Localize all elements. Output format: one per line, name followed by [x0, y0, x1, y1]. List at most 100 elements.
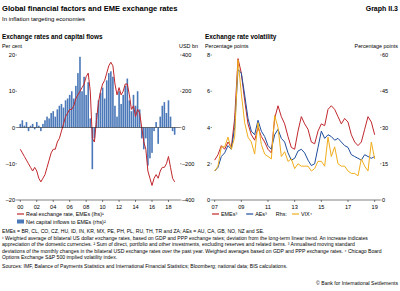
- bar: [54, 117, 56, 128]
- bar: [151, 128, 153, 153]
- y2-tick-label: 0: [182, 125, 185, 131]
- bar: [155, 122, 157, 127]
- plot-area: [215, 59, 375, 176]
- x-tick: [214, 200, 215, 202]
- y2-tick-label: 15: [382, 161, 388, 167]
- x-axis: [212, 200, 380, 201]
- x-tick-label: 16: [149, 204, 155, 210]
- legend-swatch: [292, 213, 299, 214]
- y-tick-label: 6: [207, 88, 210, 94]
- x-tick: [102, 200, 103, 202]
- x-tick-label: 06: [67, 204, 73, 210]
- y-tick-label: 4: [207, 125, 210, 131]
- x-tick-label: 10: [99, 204, 105, 210]
- y2-tick-label: 45: [382, 88, 388, 94]
- footnote: EMEs = BR, CL, CO, CZ, HU, ID, IN, KR, M…: [2, 228, 264, 234]
- legend-label: EMEs³: [221, 211, 237, 217]
- legend-swatch: [246, 213, 253, 214]
- x-tick: [86, 200, 87, 202]
- y-tick-label: 2: [207, 161, 210, 167]
- bar: [159, 117, 161, 128]
- bar: [118, 91, 120, 127]
- bar: [57, 109, 59, 127]
- bar: [161, 106, 163, 128]
- bar: [122, 95, 124, 128]
- x-tick-label: 02: [34, 204, 40, 210]
- bar: [157, 128, 159, 144]
- y2-axis-label: Percentage points: [355, 43, 399, 49]
- bar: [24, 126, 26, 128]
- bar: [85, 95, 87, 128]
- bar: [26, 122, 28, 127]
- bar: [19, 124, 21, 128]
- y-tick: [16, 127, 18, 128]
- y2-tick-label: –200: [182, 161, 194, 167]
- x-tick-label: 00: [17, 204, 23, 210]
- bar: [112, 77, 114, 128]
- y2-tick-label: –400: [182, 197, 194, 203]
- bar: [34, 128, 36, 130]
- x-tick-label: 19: [372, 204, 378, 210]
- y-tick-label: 20: [9, 52, 15, 58]
- bar: [81, 91, 83, 127]
- legend-label: Net capital inflows to EMEs (rhs)²: [26, 219, 106, 225]
- y-tick: [211, 200, 213, 201]
- bar: [166, 113, 168, 128]
- y2-tick-label: 200: [182, 88, 191, 94]
- bar: [59, 106, 61, 128]
- x-tick-label: 15: [318, 204, 324, 210]
- bar: [61, 104, 63, 128]
- series-line: [215, 70, 375, 172]
- x-tick-label: 17: [345, 204, 351, 210]
- y-tick: [211, 55, 213, 56]
- x-tick: [20, 200, 21, 202]
- copyright: © Bank for International Settlements: [316, 280, 398, 286]
- bar: [129, 100, 131, 127]
- series-line: [20, 62, 174, 185]
- bar: [100, 93, 102, 127]
- x-tick: [241, 200, 242, 202]
- y-tick: [211, 163, 213, 164]
- panel-title: Exchange rates and capital flows: [2, 33, 103, 41]
- x-tick: [36, 200, 37, 202]
- panel-title: Exchange rate volatility: [205, 33, 277, 41]
- x-tick-label: 12: [116, 204, 122, 210]
- x-tick-label: 11: [265, 204, 271, 210]
- x-tick-label: 13: [292, 204, 298, 210]
- bar: [110, 71, 112, 127]
- zero-line: [17, 127, 180, 128]
- y2-tick-label: 60: [382, 52, 388, 58]
- bar: [28, 128, 30, 132]
- legend-swatch: [17, 220, 24, 224]
- bar: [52, 111, 54, 127]
- y-tick-label: 0: [207, 197, 210, 203]
- legend-prefix: Rhs:: [276, 211, 287, 217]
- y-tick: [16, 55, 18, 56]
- bar: [106, 80, 108, 127]
- y2-tick-label: 400: [182, 52, 191, 58]
- x-tick-label: 18: [165, 204, 171, 210]
- bar: [40, 128, 42, 132]
- y-tick: [211, 91, 213, 92]
- bar: [120, 104, 122, 128]
- x-tick: [294, 200, 295, 202]
- bar: [164, 102, 166, 127]
- y-tick-label: –10: [6, 161, 15, 167]
- bar: [44, 120, 46, 127]
- bar: [32, 124, 34, 128]
- y-tick-label: –20: [6, 197, 15, 203]
- footnote: Options Exchange S&P 500 implied volatil…: [2, 254, 117, 260]
- y2-tick-label: 0: [382, 197, 385, 203]
- title: Global financial factors and EME exchang…: [2, 4, 178, 13]
- bar: [108, 73, 110, 127]
- bar: [131, 111, 133, 127]
- x-tick: [152, 200, 153, 202]
- footnote: deviations of the monthly changes in the…: [2, 248, 382, 254]
- x-tick-label: 09: [238, 204, 244, 210]
- x-tick: [374, 200, 375, 202]
- x-axis: [17, 200, 180, 201]
- bar: [38, 126, 40, 128]
- y-tick-label: 10: [9, 88, 15, 94]
- bar: [42, 124, 44, 128]
- legend-label: VIX⁴: [301, 211, 313, 217]
